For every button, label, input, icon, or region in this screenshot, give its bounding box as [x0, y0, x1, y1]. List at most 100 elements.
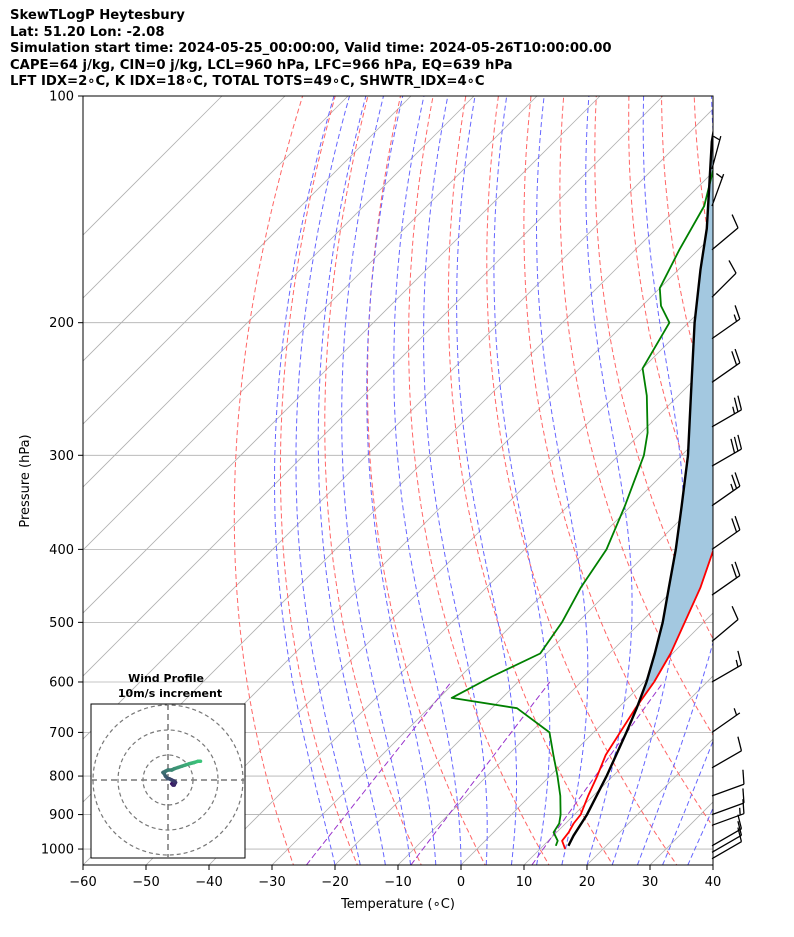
mixing-ratio-line [306, 681, 452, 865]
x-axis-label: Temperature (∘C) [340, 897, 455, 912]
cape-area [639, 134, 713, 703]
wind-barb [711, 821, 743, 853]
time-line: Simulation start time: 2024-05-25_00:00:… [10, 41, 612, 57]
y-tick-label: 800 [49, 770, 74, 785]
x-tick-label: 20 [579, 875, 596, 890]
isotherm-line [208, 360, 713, 865]
wind-barb [711, 515, 741, 550]
x-tick-label: −10 [384, 875, 411, 890]
dry-adiabat [594, 96, 713, 640]
chart-title: SkewTLogP Heytesbury [10, 8, 185, 23]
chart-header: SkewTLogP Heytesbury Lat: 51.20 Lon: -2.… [10, 8, 612, 91]
x-tick-label: −50 [132, 875, 159, 890]
isotherm-line [83, 96, 286, 299]
moist-adiabat [687, 807, 713, 865]
wind-barb [711, 799, 745, 826]
wind-barb [711, 788, 745, 816]
wind-barb [711, 561, 741, 596]
moist-adiabat [341, 96, 412, 865]
x-tick-label: 10 [516, 875, 533, 890]
isotherm-line [523, 675, 713, 865]
isotherm-line [460, 612, 713, 865]
dry-adiabat [279, 96, 358, 865]
indices-line-2: LFT IDX=2∘C, K IDX=18∘C, TOTAL TOTS=49∘C… [10, 74, 485, 90]
y-tick-label: 300 [49, 449, 74, 464]
moist-adiabat [366, 96, 437, 865]
moist-adiabat [662, 739, 713, 865]
hodograph-title-2: 10m/s increment [118, 687, 222, 700]
y-tick-label: 600 [49, 675, 74, 690]
moist-adiabat [317, 96, 386, 865]
moist-adiabat [493, 96, 551, 865]
temperature-line [561, 548, 713, 850]
wind-barb [711, 260, 737, 298]
moist-adiabat [585, 96, 633, 865]
y-tick-label: 100 [49, 90, 74, 105]
isotherm-line [83, 96, 223, 236]
x-tick-label: −20 [321, 875, 348, 890]
isotherm-line [145, 297, 713, 865]
isotherm-line [83, 108, 713, 740]
isotherm-line [649, 801, 713, 865]
isotherm-line [712, 864, 713, 865]
y-tick-label: 900 [49, 808, 74, 823]
isotherm-line [83, 96, 601, 614]
dry-adiabat [486, 96, 678, 865]
y-tick-label: 500 [49, 616, 74, 631]
moist-adiabat [274, 96, 336, 865]
isotherm-line [83, 96, 664, 677]
isotherm-line [334, 486, 713, 865]
wind-barb [711, 348, 741, 383]
moist-adiabat [456, 96, 517, 865]
isotherm-line [271, 423, 713, 865]
y-tick-label: 200 [49, 316, 74, 331]
wind-barb [711, 395, 743, 428]
wind-barb [711, 173, 725, 207]
y-tick-label: 1000 [41, 843, 74, 858]
isotherm-line [83, 96, 538, 551]
x-tick-label: −40 [195, 875, 222, 890]
dry-adiabat [447, 96, 614, 865]
wind-barb [711, 605, 739, 642]
dewpoint-line [450, 167, 713, 847]
isotherm-line [776, 96, 794, 865]
moist-adiabat [535, 96, 589, 865]
moist-adiabat [636, 96, 713, 865]
wind-barb [711, 650, 743, 683]
wind-barb [711, 305, 741, 340]
dry-adiabat [367, 96, 486, 865]
wind-barb [711, 708, 741, 733]
dry-adiabat [758, 79, 794, 868]
dry-adiabat [523, 96, 713, 828]
wind-barb [711, 814, 743, 847]
parcel-line [567, 127, 713, 847]
mixing-ratio-line [410, 681, 551, 865]
x-tick-label: −30 [258, 875, 285, 890]
isotherm-line [397, 549, 713, 865]
wind-barb [711, 769, 745, 797]
y-axis-label: Pressure (hPa) [18, 434, 33, 527]
dry-adiabat [559, 96, 713, 736]
isotherm-line [83, 96, 475, 488]
mixing-ratio-line [531, 681, 664, 865]
y-tick-label: 400 [49, 543, 74, 558]
moist-adiabat [295, 96, 361, 865]
y-tick-label: 700 [49, 726, 74, 741]
wind-barb [711, 472, 741, 507]
x-tick-label: 0 [457, 875, 465, 890]
wind-barb [711, 434, 743, 467]
isotherm-line [83, 96, 349, 362]
x-tick-label: 30 [642, 875, 659, 890]
x-tick-label: −60 [69, 875, 96, 890]
location-line: Lat: 51.20 Lon: -2.08 [10, 24, 165, 40]
moist-adiabat [393, 96, 462, 865]
hodograph-title-1: Wind Profile [128, 672, 204, 685]
moist-adiabat [712, 863, 713, 865]
wind-barb [711, 214, 739, 251]
dry-adiabat [233, 96, 304, 865]
x-tick-label: 40 [705, 875, 722, 890]
indices-line-1: CAPE=64 j/kg, CIN=0 j/kg, LCL=960 hPa, L… [10, 57, 513, 73]
dry-adiabat [408, 96, 550, 865]
isotherm-line [83, 96, 412, 425]
